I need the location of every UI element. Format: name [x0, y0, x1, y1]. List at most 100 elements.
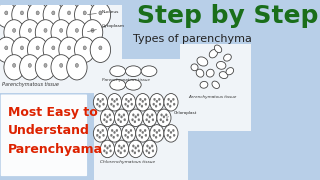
Circle shape [4, 20, 24, 45]
Circle shape [113, 105, 115, 107]
Circle shape [154, 98, 156, 101]
Circle shape [152, 150, 154, 152]
Ellipse shape [226, 68, 234, 75]
Circle shape [20, 55, 40, 80]
Circle shape [97, 129, 99, 132]
Text: Parenchymatous tissue: Parenchymatous tissue [102, 78, 150, 82]
Circle shape [142, 131, 144, 134]
Circle shape [164, 94, 178, 111]
Circle shape [162, 120, 164, 123]
Circle shape [130, 98, 132, 101]
Circle shape [147, 145, 148, 147]
Circle shape [142, 100, 144, 103]
Circle shape [82, 20, 103, 45]
Circle shape [152, 118, 154, 121]
Circle shape [91, 28, 94, 32]
Circle shape [117, 150, 119, 152]
Circle shape [124, 118, 126, 121]
Circle shape [102, 98, 104, 101]
Circle shape [109, 150, 112, 152]
Bar [0, 5, 122, 93]
Circle shape [110, 134, 112, 137]
Circle shape [108, 125, 122, 142]
Ellipse shape [141, 66, 157, 76]
Circle shape [75, 63, 78, 67]
Circle shape [93, 125, 108, 142]
Ellipse shape [206, 69, 214, 77]
Circle shape [102, 134, 105, 137]
Circle shape [52, 46, 55, 50]
Circle shape [173, 103, 175, 105]
Circle shape [0, 37, 16, 62]
Circle shape [75, 2, 95, 28]
Ellipse shape [191, 64, 198, 71]
Circle shape [28, 2, 48, 28]
Circle shape [143, 140, 157, 158]
Circle shape [129, 109, 143, 127]
Circle shape [113, 136, 115, 139]
Circle shape [123, 145, 125, 147]
Circle shape [109, 145, 111, 147]
Circle shape [137, 114, 139, 116]
Circle shape [43, 2, 64, 28]
Circle shape [36, 11, 39, 15]
Circle shape [20, 46, 24, 50]
Circle shape [96, 134, 98, 137]
Circle shape [143, 109, 157, 127]
Ellipse shape [197, 57, 208, 66]
Circle shape [156, 100, 158, 103]
Circle shape [90, 2, 111, 28]
Circle shape [155, 136, 157, 139]
Circle shape [51, 55, 71, 80]
Bar [94, 58, 188, 180]
Circle shape [43, 37, 64, 62]
Text: Aerenchymatous tissue: Aerenchymatous tissue [188, 95, 236, 99]
Circle shape [124, 150, 126, 152]
Circle shape [115, 140, 129, 158]
Circle shape [131, 103, 133, 105]
Circle shape [28, 28, 31, 32]
Circle shape [59, 2, 79, 28]
Circle shape [168, 129, 170, 132]
Circle shape [117, 118, 119, 121]
Ellipse shape [224, 54, 231, 61]
Circle shape [139, 103, 140, 105]
Circle shape [159, 134, 161, 137]
Circle shape [83, 46, 86, 50]
Circle shape [160, 118, 162, 121]
Circle shape [158, 98, 160, 101]
Circle shape [60, 63, 63, 67]
Circle shape [97, 98, 99, 101]
Circle shape [127, 105, 129, 107]
Circle shape [20, 20, 40, 45]
Circle shape [140, 129, 141, 132]
Circle shape [68, 46, 71, 50]
Circle shape [145, 134, 147, 137]
Circle shape [35, 55, 56, 80]
Circle shape [5, 46, 8, 50]
Text: Chloroplast: Chloroplast [167, 111, 197, 117]
Circle shape [104, 114, 106, 116]
Circle shape [118, 114, 120, 116]
Circle shape [99, 46, 102, 50]
Circle shape [103, 150, 105, 152]
Circle shape [139, 134, 140, 137]
Circle shape [99, 11, 102, 15]
Circle shape [158, 129, 160, 132]
Circle shape [169, 105, 171, 107]
Circle shape [121, 116, 123, 118]
Circle shape [28, 37, 48, 62]
Circle shape [106, 152, 108, 154]
Circle shape [116, 129, 118, 132]
Circle shape [102, 129, 104, 132]
Ellipse shape [214, 45, 222, 53]
Circle shape [12, 37, 32, 62]
Ellipse shape [196, 69, 204, 77]
Circle shape [134, 120, 136, 123]
Circle shape [111, 129, 113, 132]
Circle shape [75, 37, 95, 62]
Circle shape [118, 145, 120, 147]
Circle shape [169, 136, 171, 139]
Ellipse shape [219, 72, 228, 78]
Circle shape [90, 37, 111, 62]
